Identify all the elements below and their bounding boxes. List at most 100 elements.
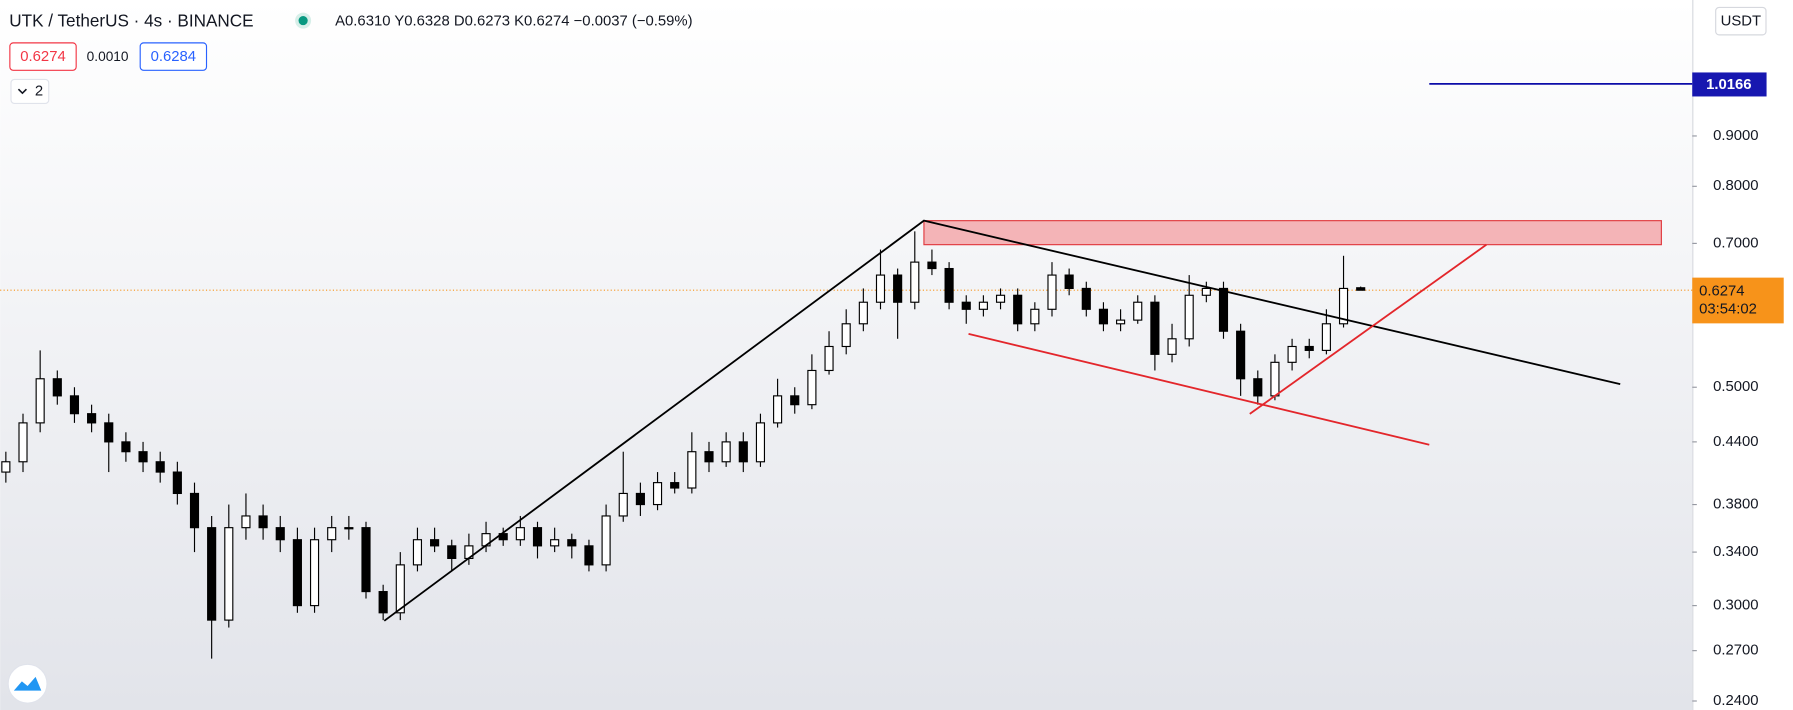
candle-body	[704, 451, 714, 463]
last-price-badge	[1692, 277, 1784, 324]
rising-line	[1249, 243, 1487, 415]
candle-body	[344, 527, 354, 530]
candle-body	[858, 301, 868, 325]
currency-button[interactable]	[1715, 6, 1767, 36]
candle-body	[155, 461, 165, 473]
logo	[7, 663, 48, 704]
candle-body	[18, 422, 28, 463]
candle-body	[515, 527, 525, 541]
candle-body	[447, 545, 457, 560]
y-tick-label: 0.4400	[1713, 434, 1758, 450]
trend-line	[383, 219, 1621, 622]
candle-body	[1013, 294, 1023, 325]
price-axis: 0.2400 0.2700 0.3000 0.3400 0.3800 0.4400 0.50…	[1692, 72, 1784, 709]
candle-body	[1167, 338, 1177, 355]
candle-body	[69, 395, 80, 415]
logo-circle[interactable]	[7, 663, 48, 704]
price-axis-background	[1692, 0, 1793, 710]
candle-body	[1218, 287, 1229, 332]
candle-body	[1338, 287, 1349, 325]
candle-body	[121, 441, 131, 453]
alert-badge	[1692, 72, 1767, 97]
candle-body	[361, 527, 371, 593]
y-tick-label: 0.7000	[1713, 235, 1758, 251]
alert-label: 1.0166	[1706, 77, 1751, 93]
candle-body	[893, 274, 903, 303]
candle-body	[687, 451, 697, 489]
candle-body	[652, 482, 663, 506]
candle-body	[327, 527, 337, 541]
candle-body	[532, 527, 543, 547]
candle-body	[995, 294, 1006, 303]
candle-body	[1236, 330, 1246, 380]
candle-body	[567, 539, 577, 547]
plot-background	[0, 0, 1693, 710]
candle-body	[773, 395, 783, 424]
candle-body	[1098, 308, 1109, 325]
candle-body	[738, 441, 748, 463]
chevron-icon	[17, 88, 28, 95]
sell-button[interactable]	[9, 42, 77, 71]
candle-body	[292, 539, 302, 607]
candle-body	[430, 539, 440, 547]
candle-body	[1287, 345, 1297, 363]
candle-body	[755, 422, 766, 463]
candle-body	[241, 515, 251, 529]
candle-body	[807, 369, 817, 406]
y-tick-label: 0.3400	[1713, 544, 1758, 560]
candle-body	[875, 274, 886, 303]
candle-body	[1304, 345, 1314, 351]
candle-body	[601, 515, 611, 566]
ohlc-values: A0.6310 Y0.6328 D0.6273 K0.6274 −0.0037 …	[335, 14, 693, 30]
candle-body	[1133, 301, 1143, 321]
candle-body	[258, 515, 268, 529]
candle-body	[52, 378, 62, 397]
candle-body	[1321, 323, 1331, 351]
candle-body	[1201, 287, 1211, 296]
candle-body	[1116, 319, 1126, 325]
candle-body	[87, 413, 97, 424]
y-tick-label: 0.9000	[1713, 128, 1758, 144]
candle-body	[1081, 287, 1091, 310]
candle-body	[670, 482, 680, 489]
last-price-label: 0.6274	[1699, 283, 1744, 299]
candle-body	[1030, 308, 1040, 325]
candle-body	[172, 471, 182, 495]
candle-body	[550, 539, 560, 547]
candle-body	[275, 527, 285, 541]
candle-body	[927, 261, 937, 270]
candle-body	[1, 461, 11, 473]
spread: 0.0010	[87, 49, 129, 64]
candle-body	[1150, 301, 1160, 355]
candle-body	[824, 345, 834, 372]
y-tick-label: 0.3000	[1713, 598, 1758, 614]
y-tick-label: 0.2400	[1713, 693, 1758, 709]
y-tick-label: 0.3800	[1713, 496, 1758, 512]
candle-body	[978, 301, 988, 310]
candle-body	[721, 441, 731, 463]
currency: USDT	[1721, 14, 1761, 30]
candle-body	[189, 492, 200, 529]
candle-body	[961, 301, 971, 310]
indicators-count: 2	[35, 83, 43, 99]
symbol-title: UTK / TetherUS · 4s · BINANCE	[9, 10, 253, 30]
candle-body	[104, 422, 114, 443]
legend: UTK / TetherUS · 4s · BINANCE A0.6310 Y0…	[9, 10, 693, 105]
candle-body	[395, 564, 405, 614]
candle-body	[944, 267, 954, 303]
candle-body	[584, 545, 594, 566]
indicators-toggle[interactable]	[10, 78, 50, 105]
y-tick-label: 0.8000	[1713, 178, 1758, 194]
candle-body	[378, 591, 388, 614]
candle-body	[224, 527, 234, 621]
candle-body	[35, 378, 45, 424]
drawings	[383, 219, 1662, 622]
plot-layer	[0, 83, 1693, 659]
candle-body	[790, 395, 800, 406]
status-dot	[298, 16, 308, 26]
candle-body	[1064, 274, 1074, 290]
bid-price: 0.6274	[20, 49, 65, 65]
y-tick-label: 0.5000	[1713, 379, 1758, 395]
buy-button[interactable]	[139, 42, 208, 71]
